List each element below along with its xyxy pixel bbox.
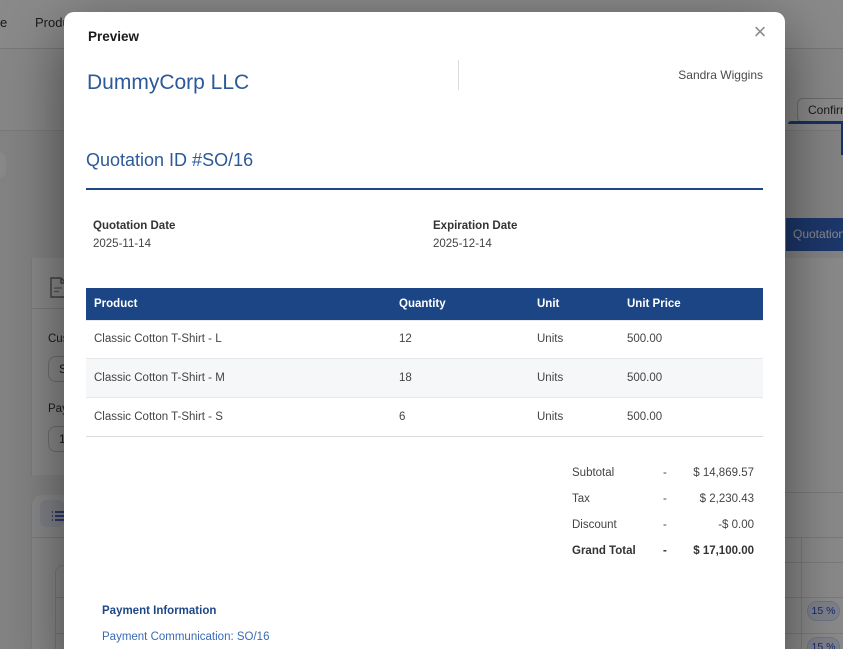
grid-line xyxy=(785,633,843,634)
quotation-date-label: Quotation Date xyxy=(93,220,176,232)
quotation-date-value: 2025-11-14 xyxy=(93,238,151,250)
total-label: Tax xyxy=(572,493,590,505)
cell-product: Classic Cotton T-Shirt - L xyxy=(94,333,222,346)
total-separator: - xyxy=(663,519,667,531)
total-row-subtotal: Subtotal - $ 14,869.57 xyxy=(64,467,785,487)
payment-communication: Payment Communication: SO/16 xyxy=(102,631,270,643)
lines-table-corner xyxy=(55,565,65,649)
form-sheet-right xyxy=(780,258,843,649)
total-separator: - xyxy=(663,467,667,479)
grid-line xyxy=(55,597,65,598)
cell-unit-price: 500.00 xyxy=(627,410,663,423)
cell-product: Classic Cotton T-Shirt - S xyxy=(94,410,223,423)
quotation-lines-table: Product Quantity Unit Unit Price Classic… xyxy=(86,288,763,437)
preview-modal: Preview × DummyCorp LLC Sandra Wiggins Q… xyxy=(64,12,785,649)
tax-badge[interactable]: 15 % xyxy=(807,637,840,649)
cell-quantity: 6 xyxy=(399,410,406,423)
total-label: Subtotal xyxy=(572,467,615,479)
column-header-quantity: Quantity xyxy=(391,288,529,320)
column-header-product: Product xyxy=(86,288,391,320)
cell-unit: Units xyxy=(537,333,564,346)
confirm-button[interactable]: Confirm xyxy=(797,98,843,123)
column-header-unit-price: Unit Price xyxy=(619,288,763,320)
close-icon[interactable]: × xyxy=(753,19,767,44)
grid-line xyxy=(785,597,843,598)
column-header-unit: Unit xyxy=(529,288,619,320)
salesperson-name: Sandra Wiggins xyxy=(678,68,763,82)
header-divider xyxy=(458,60,459,90)
total-label: Discount xyxy=(572,519,617,531)
total-row-grand-total: Grand Total - $ 17,100.00 xyxy=(64,545,785,565)
total-row-tax: Tax - $ 2,230.43 xyxy=(64,493,785,513)
order-lines-tab[interactable] xyxy=(40,500,64,527)
table-header-row: Product Quantity Unit Unit Price xyxy=(86,288,763,320)
total-separator: - xyxy=(663,545,667,557)
title-rule xyxy=(86,188,763,190)
grid-line xyxy=(785,492,843,493)
total-value: -$ 0.00 xyxy=(718,519,754,531)
payment-information-title: Payment Information xyxy=(102,605,217,617)
cell-unit-price: 500.00 xyxy=(627,333,663,346)
total-value: $ 17,100.00 xyxy=(693,545,754,557)
modal-title: Preview xyxy=(88,29,140,44)
table-row: Classic Cotton T-Shirt - S 6 Units 500.0… xyxy=(86,397,763,436)
company-name: DummyCorp LLC xyxy=(87,71,250,94)
section-divider xyxy=(31,308,64,309)
tax-badge[interactable]: 15 % xyxy=(807,601,840,621)
total-row-discount: Discount - -$ 0.00 xyxy=(64,519,785,539)
table-row: Classic Cotton T-Shirt - M 18 Units 500.… xyxy=(86,358,763,398)
total-value: $ 2,230.43 xyxy=(699,493,754,505)
total-label: Grand Total xyxy=(572,545,636,557)
section-divider xyxy=(31,537,64,538)
cell-quantity: 18 xyxy=(391,358,529,398)
grid-line-vertical xyxy=(801,537,802,649)
quotation-title: Quotation ID #SO/16 xyxy=(86,150,254,170)
total-separator: - xyxy=(663,493,667,505)
highlight-card-border-right xyxy=(841,121,843,155)
list-icon xyxy=(51,509,64,527)
cell-unit: Units xyxy=(529,358,619,398)
grid-line xyxy=(55,633,65,634)
stage-button-quotation[interactable]: Quotation xyxy=(786,218,843,251)
cell-unit: Units xyxy=(537,410,564,423)
cell-product: Classic Cotton T-Shirt - M xyxy=(86,358,391,398)
cell-unit-price: 500.00 xyxy=(619,358,763,398)
table-row: Classic Cotton T-Shirt - L 12 Units 500.… xyxy=(86,320,763,359)
nav-item-partial[interactable]: e xyxy=(0,15,8,30)
highlight-card-border-top xyxy=(788,121,843,124)
cell-quantity: 12 xyxy=(399,333,412,346)
total-value: $ 14,869.57 xyxy=(693,467,754,479)
grid-line xyxy=(785,562,843,563)
edge-button[interactable] xyxy=(0,152,6,178)
grid-line xyxy=(785,537,843,538)
expiration-date-label: Expiration Date xyxy=(433,220,518,232)
expiration-date-value: 2025-12-14 xyxy=(433,238,492,250)
